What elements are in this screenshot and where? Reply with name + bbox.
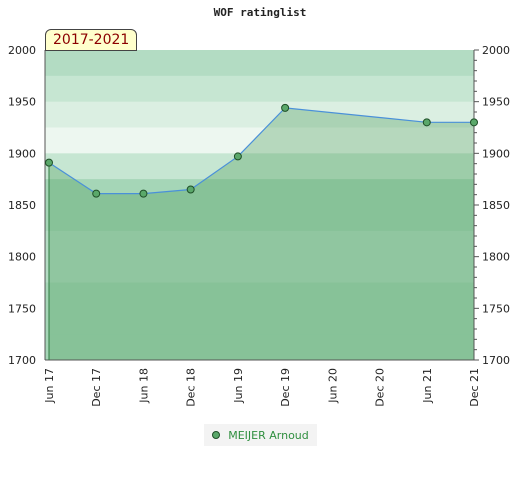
data-point [186, 185, 195, 194]
background-band [45, 334, 474, 361]
x-tick-label: Dec 17 [90, 368, 103, 407]
background-band [45, 153, 474, 180]
data-point [281, 103, 290, 112]
x-tick-label: Jun 17 [43, 368, 56, 404]
data-point [422, 118, 431, 127]
background-band [45, 205, 474, 232]
background-band [45, 75, 474, 103]
legend-marker-icon [212, 431, 221, 439]
y-tick-label-left: 1850 [8, 199, 36, 212]
axes-group [44, 49, 479, 361]
background-band [45, 50, 474, 77]
y-tick-label-right: 1850 [482, 199, 510, 212]
background-band [45, 127, 474, 154]
background-band [45, 282, 474, 309]
y-tick-labels: 2000 2000 1950 1950 1900 1900 1850 1850 1800 1800… [8, 44, 510, 367]
data-point [92, 189, 101, 198]
x-tick-label: Dec 20 [374, 368, 387, 407]
legend-label: MEIJER Arnoud [228, 428, 309, 442]
series-line [48, 107, 474, 195]
background-band [45, 230, 474, 258]
background-band [45, 256, 474, 283]
y-tick-label-right: 1800 [482, 251, 510, 264]
x-tick-label: Dec 18 [185, 368, 198, 407]
x-tick-label: Jun 19 [232, 368, 245, 404]
period-badge: 2017-2021 [45, 29, 138, 51]
background-band [45, 308, 474, 335]
background-band [45, 101, 474, 128]
x-tick-label: Jun 21 [421, 368, 434, 404]
y-tick-label-left: 1900 [8, 147, 36, 160]
series-group [45, 103, 478, 198]
x-tick-label: Jun 18 [137, 368, 150, 404]
y-tick-label-left: 1950 [8, 96, 36, 109]
area-fill-group [49, 107, 474, 360]
legend[interactable]: MEIJER Arnoud [204, 424, 317, 446]
background-bands [45, 50, 474, 361]
y-tick-label-right: 1950 [482, 96, 510, 109]
y-tick-label-right: 1750 [482, 302, 510, 315]
data-point [470, 118, 478, 127]
y-tick-label-right: 2000 [482, 44, 510, 57]
data-point [139, 189, 148, 198]
area-fill [49, 107, 474, 360]
x-tick-label: Jun 20 [326, 368, 339, 404]
data-point [45, 158, 53, 167]
x-tick-label: Dec 21 [468, 368, 481, 407]
y-tick-label-left: 1750 [8, 302, 36, 315]
background-band [45, 179, 474, 206]
y-tick-label-left: 2000 [8, 44, 36, 57]
y-tick-label-left: 1700 [8, 354, 36, 367]
x-tick-labels: Jun 17 Dec 17 Jun 18 Dec 18 Jun 19 Dec 19 Jun … [43, 368, 481, 407]
data-point [233, 152, 242, 161]
y-tick-label-right: 1900 [482, 147, 510, 160]
chart-title: WOF ratinglist [213, 6, 307, 19]
x-tick-label: Dec 19 [279, 368, 292, 407]
y-tick-label-left: 1800 [8, 251, 36, 264]
y-tick-label-right: 1700 [482, 354, 510, 367]
